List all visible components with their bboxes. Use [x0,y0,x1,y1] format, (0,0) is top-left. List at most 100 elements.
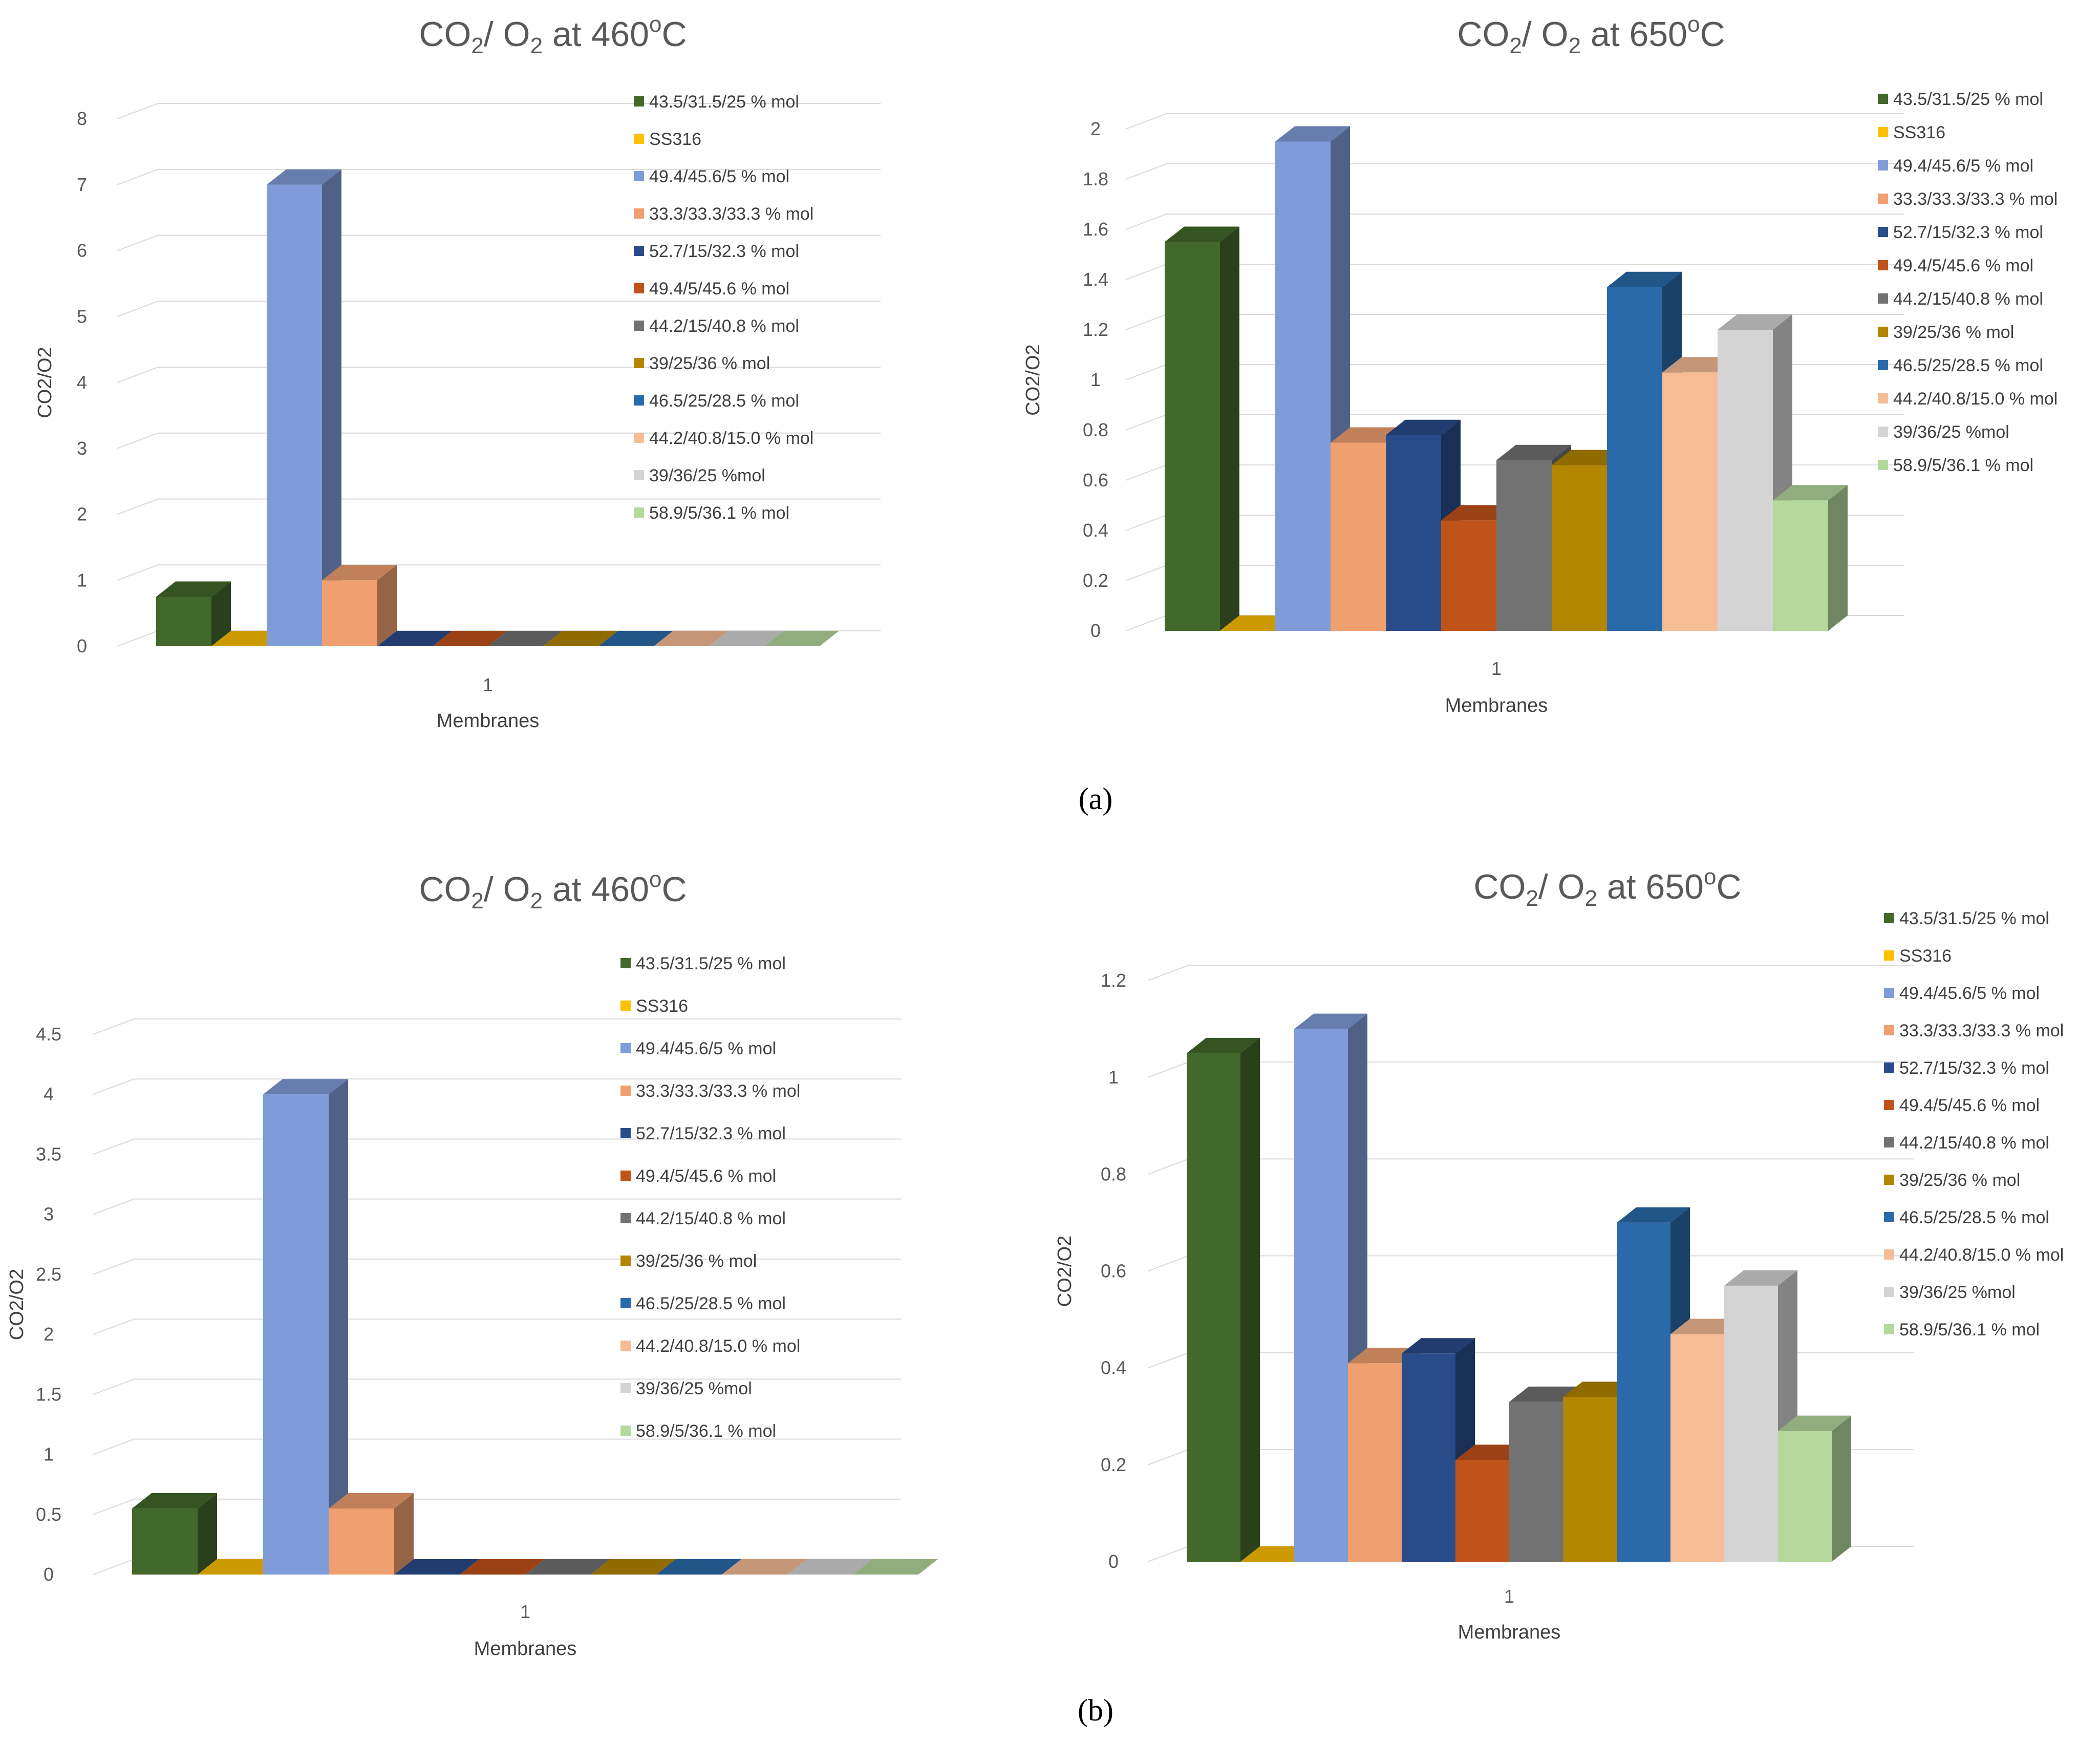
y-tick-label: 1.2 [1101,970,1126,991]
bar-1 [156,581,231,646]
legend-swatch [1884,913,1894,923]
legend-label: 39/36/25 %mol [636,1379,752,1398]
legend-label: 46.5/25/28.5 % mol [1893,356,2043,375]
legend-swatch [1878,293,1888,304]
legend-item: 52.7/15/32.3 % mol [1884,1058,2049,1078]
legend-label: 33.3/33.3/33.3 % mol [636,1081,800,1101]
bar-top [377,631,452,646]
bar-6 [460,1559,545,1575]
gridline [1147,1255,1914,1272]
legend-label: 52.7/15/32.3 % mol [1899,1058,2049,1078]
legend-label: 39/36/25 %mol [1899,1283,2016,1302]
bar-top [1165,226,1239,242]
legend-swatch [634,96,644,107]
bar-top [525,1559,610,1575]
bar-front [1509,1401,1563,1562]
legend-item: 52.7/15/32.3 % mol [1878,223,2043,242]
gridline [117,235,881,251]
legend-item: 44.2/15/40.8 % mol [620,1209,786,1228]
gridline [1125,264,1904,280]
legend-label: 44.2/15/40.8 % mol [649,316,799,336]
legend-label: 39/25/36 % mol [649,354,770,373]
bar-side [394,1493,414,1575]
bar-top [1718,314,1792,330]
legend-label: 44.2/40.8/15.0 % mol [649,429,813,448]
y-tick-label: 1.4 [1083,269,1108,290]
legend-item: SS316 [620,996,688,1016]
legend-item: 43.5/31.5/25 % mol [620,954,786,973]
legend-swatch [634,134,644,144]
legend-item: 52.7/15/32.3 % mol [634,242,799,261]
legend-label: 43.5/31.5/25 % mol [649,92,799,112]
bar-top [1617,1207,1690,1223]
bar-3 [267,169,341,646]
legend-label: 58.9/5/36.1 % mol [636,1421,776,1441]
legend-label: 44.2/40.8/15.0 % mol [1893,389,2058,409]
bar-front [1563,1397,1617,1562]
legend-item: 49.4/5/45.6 % mol [634,279,789,299]
gridline [1125,214,1904,230]
legend-item: 49.4/45.6/5 % mol [620,1039,776,1058]
bar-top [1275,126,1350,142]
legend-item: 46.5/25/28.5 % mol [620,1294,786,1313]
legend-swatch [620,1341,631,1351]
bar-front [1607,287,1662,631]
bar-10 [722,1559,807,1575]
legend-swatch [634,395,644,406]
legend-swatch [620,1383,631,1393]
legend-label: 52.7/15/32.3 % mol [636,1124,786,1143]
bar-top [263,1079,348,1095]
bar-front [1617,1222,1670,1562]
legend-label: 39/25/36 % mol [1893,323,2014,342]
legend-swatch [1878,460,1888,470]
gridline [1147,1352,1914,1369]
legend-label: SS316 [1899,946,1952,966]
gridline [1147,1061,1914,1078]
bar-front [1348,1363,1402,1562]
y-tick-label: 1.5 [36,1384,61,1405]
bar-top [198,1559,283,1575]
bar-top [1724,1270,1797,1286]
bar-10 [654,631,728,646]
gridline [93,1258,901,1275]
legend-swatch [1884,1175,1894,1185]
legend-swatch [620,1086,631,1096]
legend-label: 33.3/33.3/33.3 % mol [649,204,813,224]
legend-item: 39/25/36 % mol [634,354,770,373]
bar-top [1386,419,1461,435]
bar-top [591,1559,676,1575]
legend-swatch [1884,1025,1894,1035]
bar-top [1607,271,1682,287]
legend-swatch [1878,260,1888,270]
legend-label: 39/25/36 % mol [1899,1171,2020,1190]
legend-item: SS316 [1884,946,1952,966]
bar-top [654,631,728,646]
bar-7 [488,631,563,646]
legend: 43.5/31.5/25 % mol SS316 49.4/45.6/5 % mol… [620,954,800,1441]
bar-top [1773,485,1848,501]
legend-item: 33.3/33.3/33.3 % mol [1878,189,2058,209]
bar-12 [1773,485,1848,631]
chart-title: CO2/ O2 at 650oC [1457,12,1725,58]
legend: 43.5/31.5/25 % mol SS316 49.4/45.6/5 % mol… [1884,909,2064,1340]
bar-5 [377,631,452,646]
y-tick-label: 0.4 [1083,520,1108,541]
bar-11 [709,631,784,646]
gridline [117,564,881,581]
bar-8 [591,1559,676,1575]
legend-swatch [634,208,644,219]
y-tick-label: 0.6 [1083,470,1108,491]
gridline [93,1378,901,1395]
bar-top [394,1559,479,1575]
chart-a-650: CO2/ O2 at 650oC 0 0.2 0.4 0.6 0.8 1 1.2 1.4 1.6 1… [1022,12,2058,716]
legend-swatch [634,433,644,443]
legend-swatch [1878,94,1888,104]
gridline [93,1018,901,1035]
bar-front [1670,1334,1724,1562]
bar-top [156,581,231,597]
legend-item: SS316 [634,130,701,149]
legend-item: 39/25/36 % mol [620,1251,757,1271]
legend-label: 52.7/15/32.3 % mol [649,242,799,261]
y-tick-label: 0.5 [36,1504,61,1525]
x-category-label: 1 [520,1601,530,1622]
